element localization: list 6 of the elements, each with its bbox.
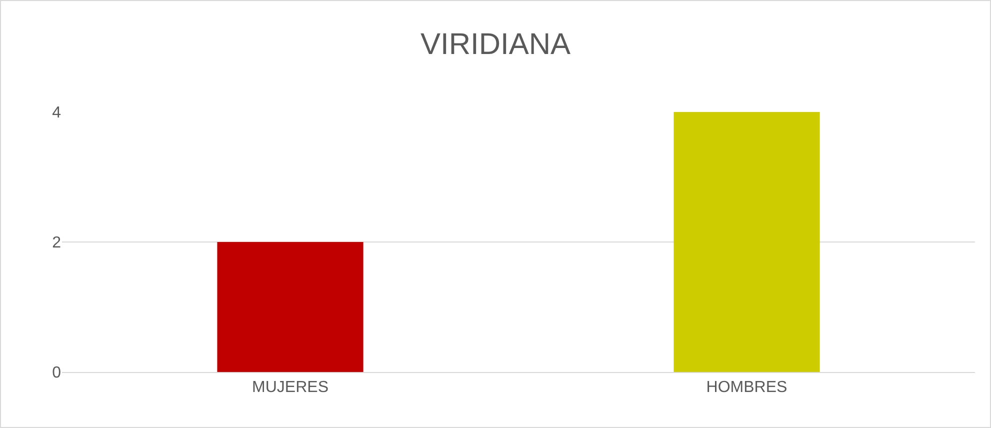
x-tick-label: MUJERES: [252, 379, 328, 396]
y-tick-label: 4: [52, 104, 62, 122]
y-tick-label: 0: [52, 364, 62, 382]
y-tick-label: 2: [52, 234, 62, 252]
chart-title: VIRIDIANA: [420, 28, 571, 62]
x-tick-label: HOMBRES: [706, 379, 788, 396]
